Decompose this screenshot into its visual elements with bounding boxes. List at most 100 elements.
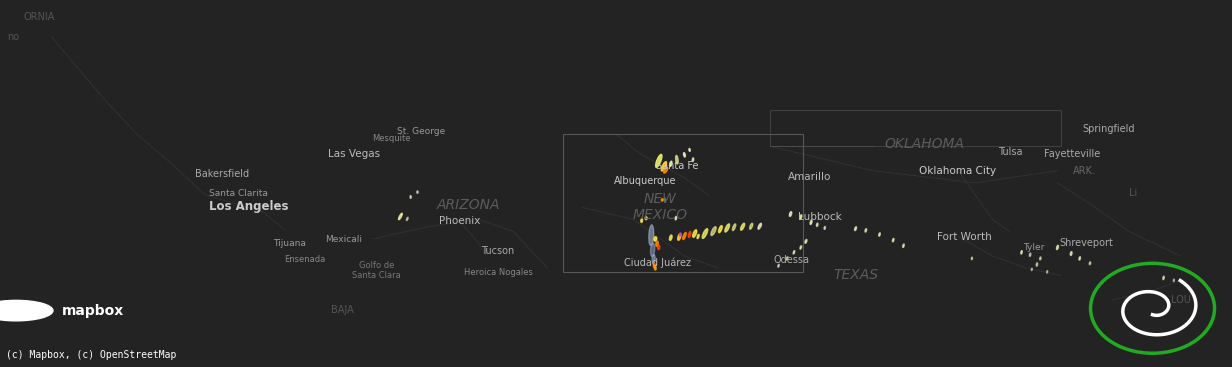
Ellipse shape: [684, 153, 685, 157]
Ellipse shape: [662, 161, 667, 171]
Ellipse shape: [824, 226, 825, 229]
Text: Ciudad Juárez: Ciudad Juárez: [623, 257, 691, 268]
Ellipse shape: [664, 198, 665, 201]
Ellipse shape: [689, 149, 690, 152]
Ellipse shape: [689, 232, 691, 237]
Ellipse shape: [865, 229, 866, 232]
Bar: [563, 134, 802, 272]
Text: (c) Mapbox, (c) OpenStreetMap: (c) Mapbox, (c) OpenStreetMap: [6, 350, 176, 360]
Text: TEXAS: TEXAS: [833, 269, 878, 283]
Ellipse shape: [1040, 257, 1041, 260]
Ellipse shape: [878, 233, 881, 236]
Text: Tucson: Tucson: [480, 246, 514, 256]
Ellipse shape: [398, 213, 403, 220]
Text: Heroica Nogales: Heroica Nogales: [463, 268, 532, 277]
Ellipse shape: [641, 219, 643, 222]
Text: ARK.: ARK.: [1073, 166, 1096, 176]
Ellipse shape: [855, 227, 856, 230]
Ellipse shape: [1057, 245, 1058, 250]
Ellipse shape: [786, 257, 788, 260]
Text: Bakersfield: Bakersfield: [195, 169, 249, 179]
Text: Fayetteville: Fayetteville: [1045, 149, 1100, 159]
Text: Santa Fe: Santa Fe: [657, 161, 699, 171]
Text: Los Angeles: Los Angeles: [208, 200, 288, 212]
Ellipse shape: [1071, 252, 1072, 255]
Text: Las Vegas: Las Vegas: [329, 149, 381, 159]
Text: Tijuana: Tijuana: [274, 239, 307, 248]
Text: Phoenix: Phoenix: [439, 216, 480, 226]
Bar: [770, 110, 1061, 146]
Ellipse shape: [680, 233, 681, 236]
Text: Tyler: Tyler: [1023, 243, 1045, 252]
Ellipse shape: [678, 234, 681, 240]
Ellipse shape: [1029, 253, 1031, 257]
Ellipse shape: [800, 215, 802, 219]
Ellipse shape: [658, 245, 660, 250]
Text: mapbox: mapbox: [62, 304, 124, 317]
Ellipse shape: [724, 224, 729, 232]
Ellipse shape: [675, 217, 676, 220]
Ellipse shape: [652, 255, 655, 263]
Text: Shreveport: Shreveport: [1060, 238, 1114, 248]
Ellipse shape: [655, 241, 658, 247]
Ellipse shape: [646, 217, 647, 220]
Circle shape: [0, 300, 53, 321]
Ellipse shape: [692, 158, 694, 161]
Ellipse shape: [903, 244, 904, 247]
Ellipse shape: [655, 155, 662, 167]
Ellipse shape: [800, 246, 802, 249]
Ellipse shape: [711, 227, 716, 236]
Ellipse shape: [1036, 263, 1037, 266]
Text: Tulsa: Tulsa: [998, 148, 1023, 157]
Ellipse shape: [702, 229, 707, 239]
Ellipse shape: [669, 161, 671, 167]
Text: Oklahoma City: Oklahoma City: [919, 166, 997, 177]
Text: NEW
MEXICO: NEW MEXICO: [633, 192, 687, 222]
Text: Golfo de
Santa Clara: Golfo de Santa Clara: [352, 261, 400, 280]
Ellipse shape: [1021, 251, 1023, 254]
Ellipse shape: [793, 251, 795, 254]
Text: St. George: St. George: [397, 127, 445, 136]
Ellipse shape: [697, 234, 700, 239]
Ellipse shape: [675, 156, 679, 164]
Text: Li: Li: [1130, 188, 1137, 197]
Ellipse shape: [892, 239, 894, 242]
Text: Albuquerque: Albuquerque: [614, 176, 676, 186]
Ellipse shape: [649, 225, 654, 246]
Ellipse shape: [664, 167, 668, 173]
Text: BAJA: BAJA: [331, 305, 354, 315]
Ellipse shape: [662, 199, 663, 201]
Ellipse shape: [410, 196, 411, 199]
Ellipse shape: [407, 217, 408, 221]
Ellipse shape: [758, 224, 761, 229]
Text: Springfield: Springfield: [1083, 124, 1135, 134]
Text: ARIZONA: ARIZONA: [437, 198, 500, 212]
Text: OKLAHOMA: OKLAHOMA: [885, 137, 963, 151]
Ellipse shape: [1079, 257, 1080, 260]
Text: ORNIA: ORNIA: [23, 12, 55, 22]
Text: Amarillo: Amarillo: [788, 172, 832, 182]
Ellipse shape: [669, 235, 673, 240]
Ellipse shape: [692, 230, 697, 237]
Ellipse shape: [416, 191, 418, 193]
Ellipse shape: [653, 263, 655, 268]
Ellipse shape: [817, 223, 818, 226]
Text: Ensenada: Ensenada: [283, 255, 325, 264]
Ellipse shape: [1089, 262, 1090, 265]
Text: Odessa: Odessa: [774, 255, 809, 265]
Text: no: no: [7, 32, 18, 41]
Text: Santa Clarita: Santa Clarita: [208, 189, 267, 198]
Text: Fort Worth: Fort Worth: [936, 232, 992, 243]
Ellipse shape: [804, 239, 807, 243]
Text: LOU: LOU: [1170, 295, 1190, 305]
Ellipse shape: [718, 226, 722, 233]
Ellipse shape: [654, 266, 657, 270]
Ellipse shape: [650, 243, 654, 257]
Ellipse shape: [654, 237, 657, 241]
Ellipse shape: [749, 223, 753, 229]
Ellipse shape: [732, 224, 736, 230]
Ellipse shape: [683, 232, 686, 240]
Ellipse shape: [790, 212, 792, 217]
Text: Mesquite: Mesquite: [372, 134, 410, 143]
Ellipse shape: [1163, 276, 1164, 280]
